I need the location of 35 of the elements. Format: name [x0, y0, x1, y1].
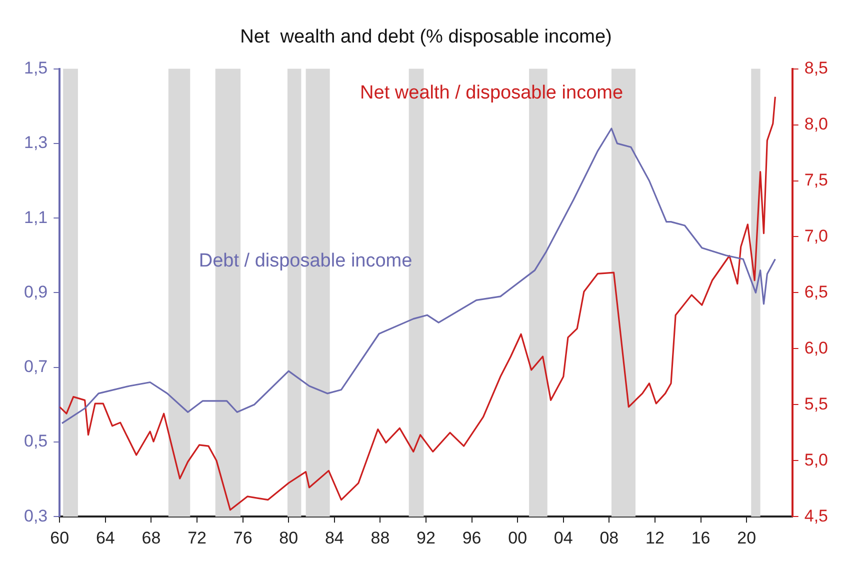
y2-tick-label: 6,0: [804, 338, 828, 358]
y2-tick-label: 6,5: [804, 282, 828, 302]
x-tick-label: 68: [142, 528, 161, 548]
y-tick-label: 1,3: [24, 133, 48, 152]
x-tick-label: 04: [554, 528, 573, 548]
y-tick-label: 1,1: [24, 208, 48, 227]
x-tick-label: 92: [416, 528, 436, 548]
text: Net wealth / disposable income: [360, 82, 624, 104]
x-tick-label: 00: [508, 528, 528, 548]
x-tick-label: 96: [462, 528, 482, 548]
x-tick-label: 16: [691, 528, 710, 548]
x-tick-label: 80: [279, 528, 298, 548]
y-tick-label: 0,7: [24, 357, 48, 376]
text: Debt / disposable income: [198, 250, 412, 272]
x-tick-label: 76: [233, 528, 252, 548]
y2-tick-label: 7,5: [804, 170, 828, 190]
y2-tick-label: 5,0: [804, 450, 828, 470]
y2-tick-label: 5,5: [804, 394, 828, 414]
chart-title: Net wealth and debt (% disposable income): [240, 26, 612, 48]
x-tick-label: 72: [188, 528, 206, 548]
y2-tick-label: 7,0: [804, 226, 828, 246]
x-tick-label: 60: [50, 528, 70, 548]
x-tick-label: 88: [370, 528, 390, 548]
x-tick-label: 08: [600, 528, 619, 548]
y-tick-label: 1,5: [24, 58, 48, 78]
x-tick-label: 64: [96, 528, 115, 548]
y-tick-label: 0,5: [24, 432, 48, 451]
y2-tick-label: 4,5: [804, 506, 828, 526]
x-tick-label: 20: [737, 528, 756, 548]
y2-tick-label: 8,5: [804, 58, 828, 78]
y2-tick-label: 8,0: [804, 114, 828, 134]
x-tick-label: 12: [646, 528, 664, 548]
y-tick-label: 0,9: [24, 282, 48, 302]
y-tick-label: 0,3: [24, 506, 48, 526]
x-tick-label: 84: [324, 528, 344, 548]
